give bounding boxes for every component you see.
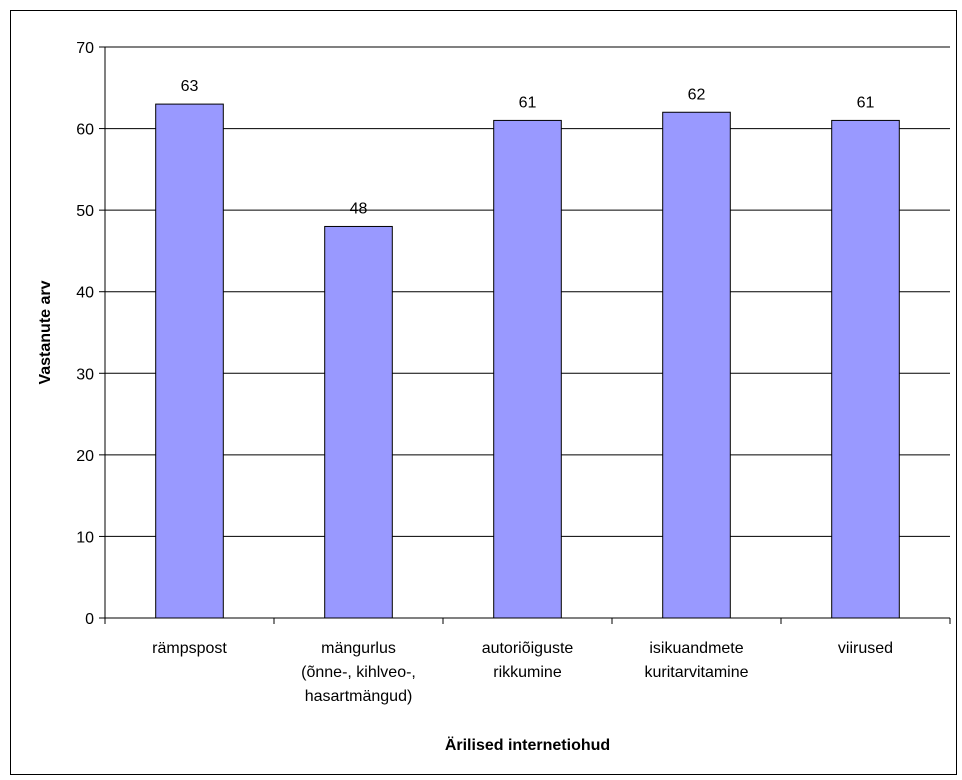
bar xyxy=(493,119,562,619)
bar xyxy=(324,225,393,619)
y-tick-labels: 0 10 20 30 40 50 60 70 xyxy=(76,40,94,628)
y-tick-label: 50 xyxy=(76,203,94,220)
x-axis-title: Ärilised internetiohud xyxy=(445,736,610,754)
bar xyxy=(662,111,731,619)
y-tick-label: 0 xyxy=(85,611,94,628)
x-category-label: mängurlus (õnne-, kihlveo-, hasartmängud) xyxy=(301,640,416,705)
x-category-label: rämpspost xyxy=(152,640,227,657)
data-label: 61 xyxy=(519,94,537,111)
y-tick-label: 10 xyxy=(76,529,94,546)
data-label: 61 xyxy=(857,94,875,111)
data-label: 62 xyxy=(688,86,706,103)
data-labels: 63 48 61 62 61 xyxy=(181,78,875,217)
x-category-label: isikuandmete kuritarvitamine xyxy=(644,640,748,681)
x-category-label: viirused xyxy=(838,640,893,657)
bar xyxy=(831,119,900,619)
y-tick-label: 40 xyxy=(76,285,94,302)
y-tick-label: 60 xyxy=(76,122,94,139)
x-category-labels: rämpspost mängurlus (õnne-, kihlveo-, hasar… xyxy=(152,640,893,705)
y-tick-label: 20 xyxy=(76,448,94,465)
data-label: 63 xyxy=(181,78,199,95)
y-tick-label: 70 xyxy=(76,40,94,57)
bar xyxy=(155,103,224,619)
data-label: 48 xyxy=(350,200,368,217)
x-category-label: autoriõiguste rikkumine xyxy=(482,640,574,681)
y-axis-title: Vastanute arv xyxy=(37,280,54,384)
bars xyxy=(155,103,900,619)
y-tick-label: 30 xyxy=(76,366,94,383)
axes xyxy=(99,46,951,624)
